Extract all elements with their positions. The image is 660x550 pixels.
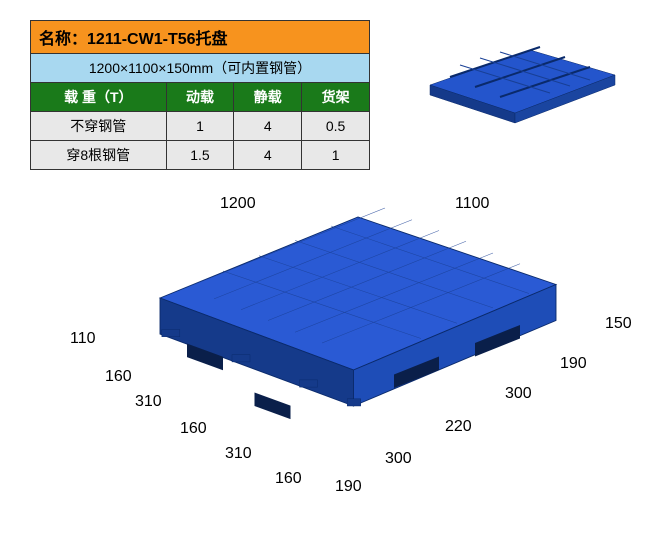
dimensions-row: 1200×1100×150mm（可内置钢管） [31,54,370,83]
dim-right-height: 150 [605,315,632,333]
dim-right-seg-3: 300 [385,450,412,468]
dim-left-seg-1: 310 [135,393,162,411]
row1-rack: 1 [302,141,370,170]
header-rack: 货架 [302,83,370,112]
small-pallet-image [420,35,620,125]
spec-table: 名称：1211-CW1-T56托盘 1200×1100×150mm（可内置钢管）… [30,20,370,170]
header-load: 载 重（T） [31,83,167,112]
dimensions-cell: 1200×1100×150mm（可内置钢管） [31,54,370,83]
dim-right-seg-0: 190 [560,355,587,373]
title-row: 名称：1211-CW1-T56托盘 [31,21,370,54]
big-pallet-image [80,190,600,460]
title-prefix: 名称： [39,31,87,48]
dim-left-seg-4: 160 [275,470,302,488]
title-value: 1211-CW1-T56托盘 [87,31,228,48]
header-row: 载 重（T） 动载 静载 货架 [31,83,370,112]
row0-dynamic: 1 [166,112,234,141]
row0-static: 4 [234,112,302,141]
dim-right-seg-1: 300 [505,385,532,403]
dim-left-seg-0: 160 [105,368,132,386]
header-dynamic: 动载 [166,83,234,112]
data-row-0: 不穿钢管 1 4 0.5 [31,112,370,141]
row1-label: 穿8根钢管 [31,141,167,170]
dim-right-seg-2: 220 [445,418,472,436]
row0-rack: 0.5 [302,112,370,141]
data-row-1: 穿8根钢管 1.5 4 1 [31,141,370,170]
dim-top-length: 1200 [220,195,256,213]
dim-left-seg-2: 160 [180,420,207,438]
header-static: 静载 [234,83,302,112]
title-cell: 名称：1211-CW1-T56托盘 [31,21,370,54]
row1-dynamic: 1.5 [166,141,234,170]
row0-label: 不穿钢管 [31,112,167,141]
dim-top-width: 1100 [455,195,489,213]
dim-left-seg-3: 310 [225,445,252,463]
dim-left-height: 110 [70,330,96,348]
dim-right-seg-4: 190 [335,478,362,496]
row1-static: 4 [234,141,302,170]
